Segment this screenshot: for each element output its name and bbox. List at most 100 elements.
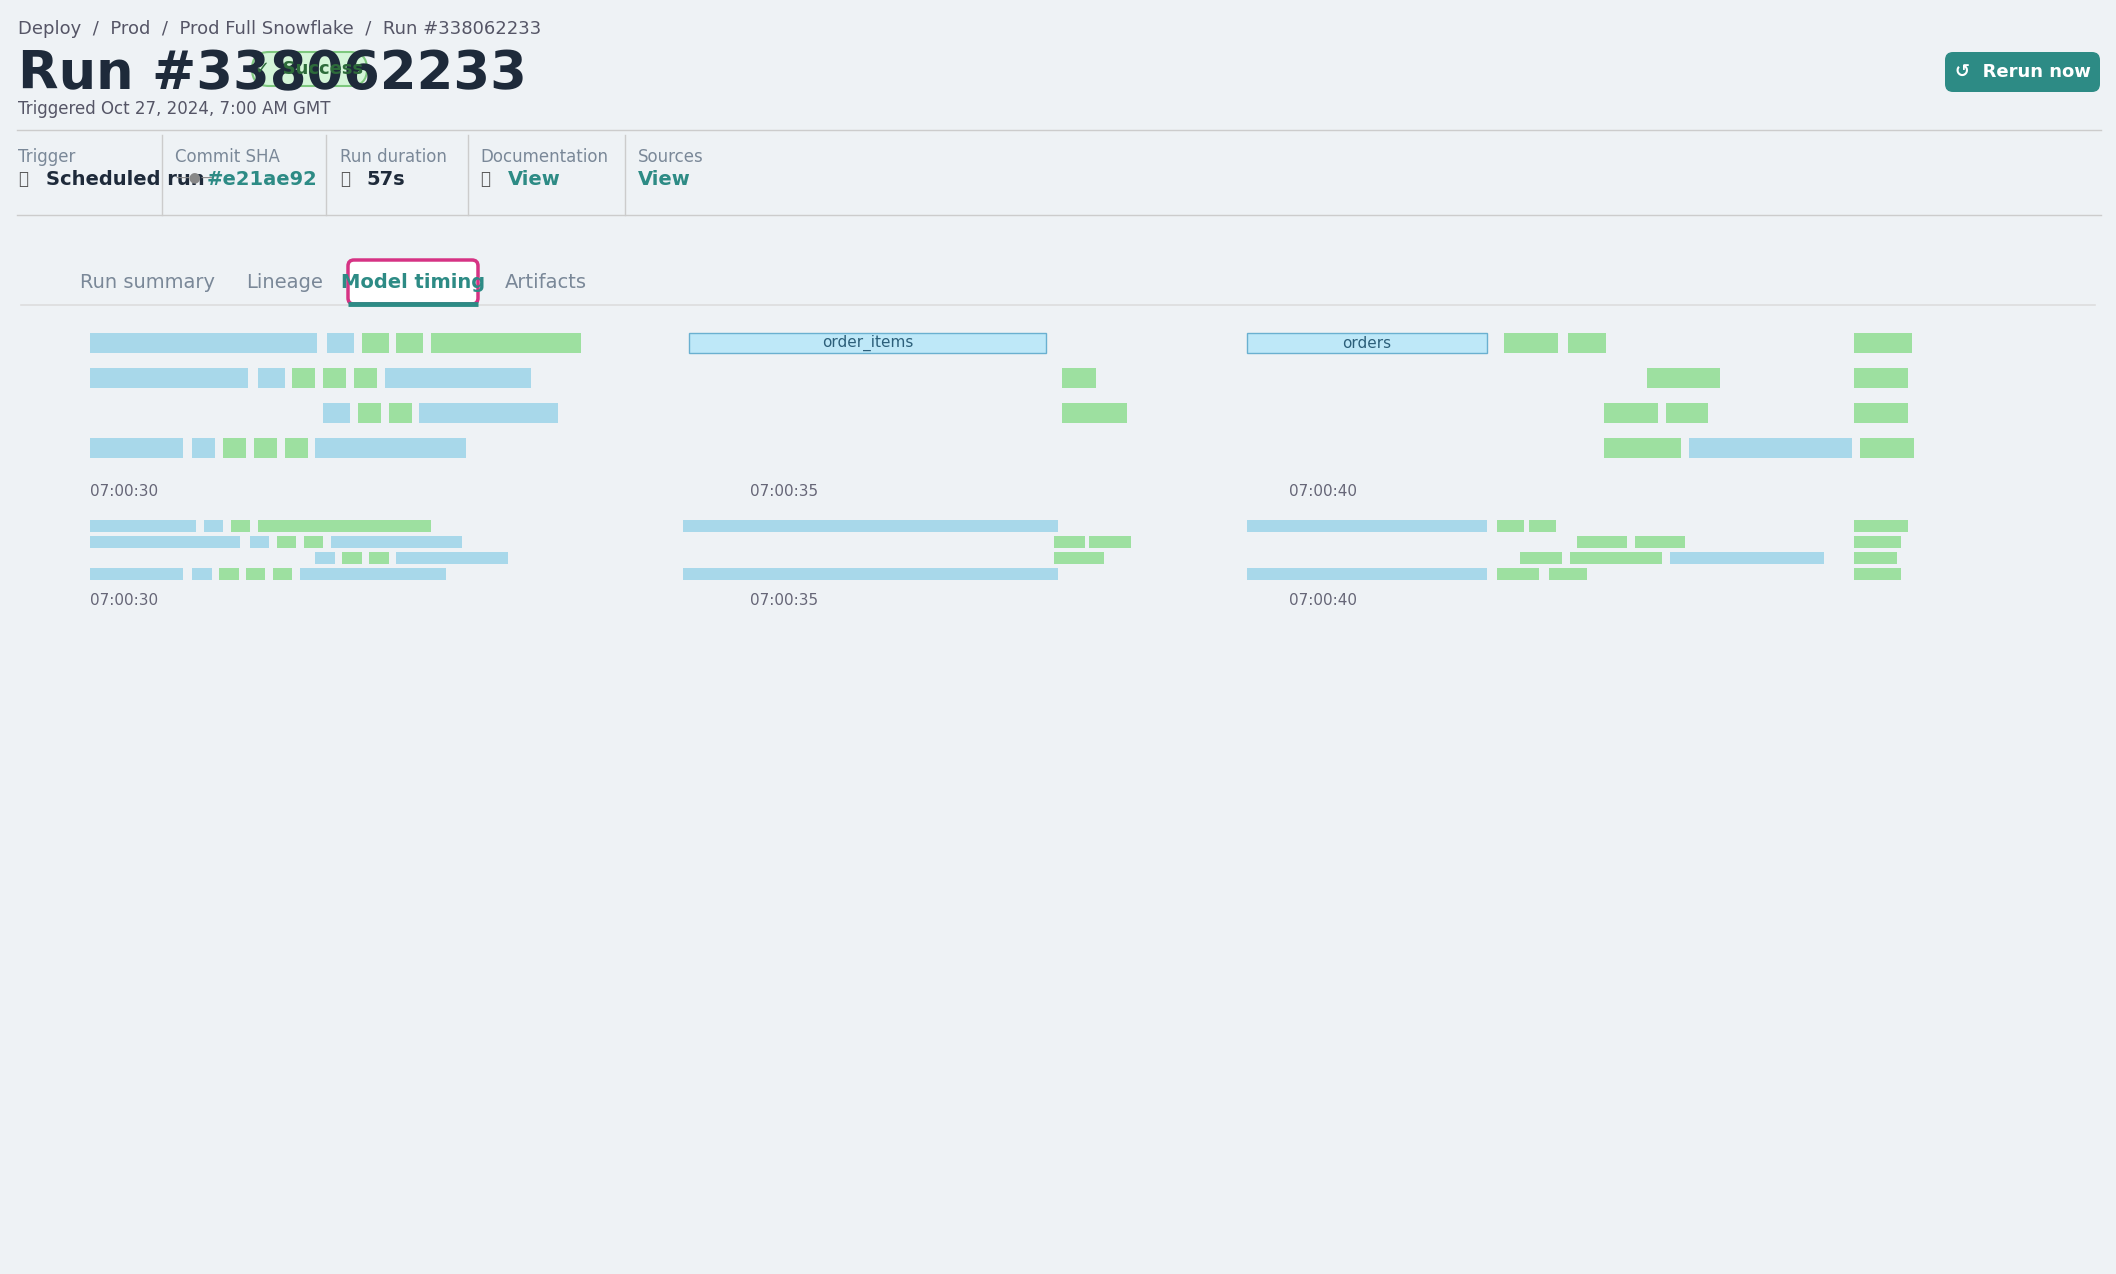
Bar — [1090, 536, 1132, 548]
Text: Lineage: Lineage — [248, 273, 324, 292]
Text: 57s: 57s — [366, 169, 404, 189]
Text: order_items: order_items — [821, 335, 914, 352]
Bar — [1054, 536, 1086, 548]
Bar — [286, 438, 307, 457]
Text: Model timing: Model timing — [341, 273, 485, 292]
Text: ↺  Rerun now: ↺ Rerun now — [1955, 62, 2091, 82]
Bar — [1636, 536, 1684, 548]
Bar — [358, 403, 381, 423]
Text: Triggered Oct 27, 2024, 7:00 AM GMT: Triggered Oct 27, 2024, 7:00 AM GMT — [19, 99, 330, 118]
Bar — [1246, 568, 1488, 580]
Bar — [258, 520, 432, 533]
Bar — [362, 333, 389, 353]
Bar — [300, 568, 446, 580]
Bar — [370, 552, 389, 564]
Text: Deploy  /  Prod  /  Prod Full Snowflake  /  Run #338062233: Deploy / Prod / Prod Full Snowflake / Ru… — [19, 20, 542, 38]
Bar — [419, 403, 559, 423]
FancyBboxPatch shape — [1945, 52, 2099, 92]
Bar — [1604, 438, 1682, 457]
Text: 07:00:35: 07:00:35 — [751, 592, 819, 608]
Bar — [1530, 520, 1555, 533]
Bar — [91, 333, 317, 353]
Text: Sources: Sources — [639, 148, 705, 166]
Bar — [1604, 403, 1659, 423]
Text: 📅: 📅 — [19, 169, 28, 189]
Bar — [324, 368, 347, 389]
Bar — [385, 368, 531, 389]
Bar — [1062, 403, 1128, 423]
Bar — [91, 520, 197, 533]
Bar — [315, 438, 466, 457]
Text: View: View — [508, 169, 561, 189]
Text: —●—: —●— — [176, 169, 214, 183]
Bar — [305, 536, 324, 548]
Bar — [683, 520, 1058, 533]
Bar — [1646, 368, 1720, 389]
Text: #e21ae92: #e21ae92 — [207, 169, 317, 189]
Bar — [1549, 568, 1587, 580]
Bar — [250, 536, 269, 548]
FancyBboxPatch shape — [347, 260, 478, 304]
Bar — [245, 568, 264, 580]
Text: Artifacts: Artifacts — [506, 273, 586, 292]
Bar — [1854, 333, 1913, 353]
Bar — [396, 333, 423, 353]
FancyBboxPatch shape — [252, 52, 366, 87]
Bar — [683, 568, 1058, 580]
Bar — [1568, 333, 1606, 353]
Text: Commit SHA: Commit SHA — [176, 148, 279, 166]
Bar — [277, 536, 296, 548]
Text: 07:00:30: 07:00:30 — [91, 484, 159, 499]
Bar — [193, 438, 216, 457]
Bar — [1854, 520, 1909, 533]
Text: 07:00:35: 07:00:35 — [751, 484, 819, 499]
Bar — [1854, 403, 1909, 423]
Bar — [432, 333, 582, 353]
Bar — [330, 536, 461, 548]
Bar — [91, 536, 241, 548]
Text: 🗄: 🗄 — [480, 169, 491, 189]
FancyBboxPatch shape — [688, 333, 1047, 353]
Bar — [1854, 368, 1909, 389]
Bar — [396, 552, 508, 564]
Text: Run summary: Run summary — [80, 273, 216, 292]
FancyBboxPatch shape — [19, 232, 2097, 660]
Bar — [1854, 536, 1900, 548]
Text: Trigger: Trigger — [19, 148, 76, 166]
Bar — [324, 403, 349, 423]
Bar — [258, 368, 286, 389]
Bar — [343, 552, 362, 564]
Bar — [231, 520, 250, 533]
Bar — [222, 438, 245, 457]
Bar — [1519, 552, 1562, 564]
Bar — [292, 368, 315, 389]
Bar — [91, 568, 182, 580]
Bar — [1854, 568, 1900, 580]
Text: ⏰: ⏰ — [341, 169, 349, 189]
Text: orders: orders — [1342, 335, 1392, 350]
Bar — [1504, 333, 1557, 353]
Bar — [389, 403, 413, 423]
Bar — [91, 438, 182, 457]
Bar — [1496, 520, 1524, 533]
Text: 07:00:40: 07:00:40 — [1289, 484, 1356, 499]
Bar — [1860, 438, 1915, 457]
Bar — [1570, 552, 1661, 564]
FancyBboxPatch shape — [1246, 333, 1488, 353]
Text: View: View — [639, 169, 690, 189]
Text: ✓  Success: ✓ Success — [256, 60, 364, 78]
Bar — [1246, 520, 1488, 533]
Bar — [328, 333, 353, 353]
Bar — [1854, 552, 1896, 564]
Bar — [1054, 552, 1105, 564]
Text: Run #338062233: Run #338062233 — [19, 48, 527, 99]
Bar — [1689, 438, 1852, 457]
Text: 07:00:40: 07:00:40 — [1289, 592, 1356, 608]
Bar — [1062, 368, 1096, 389]
Bar — [193, 568, 212, 580]
Bar — [254, 438, 277, 457]
Bar — [1576, 536, 1627, 548]
Text: 07:00:30: 07:00:30 — [91, 592, 159, 608]
Text: Scheduled run: Scheduled run — [47, 169, 205, 189]
Bar — [1665, 403, 1708, 423]
